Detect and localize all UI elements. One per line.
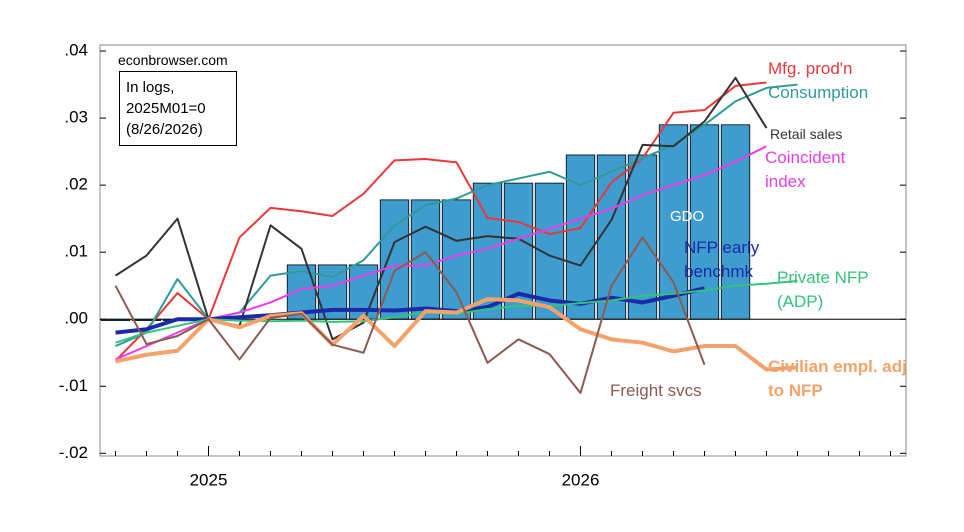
y-tick-label: .03 (64, 108, 88, 127)
series-label: Private NFP (ADP) (777, 268, 869, 311)
x-tick-label: 2026 (562, 470, 600, 489)
bar (658, 124, 689, 320)
bar (689, 124, 720, 320)
line (114, 81, 767, 362)
series-label: GDO (670, 208, 705, 225)
note-line: 2025M01=0 (126, 100, 206, 117)
series-label: NFP early benchmk (684, 238, 760, 281)
x-tick-label: 2025 (190, 470, 228, 489)
bar (565, 154, 596, 320)
series-label: Coincident index (765, 148, 846, 191)
series-label: Freight svcs (610, 381, 702, 400)
bar (720, 124, 751, 320)
note-line: (8/26/2026) (126, 121, 203, 138)
y-tick-label: .00 (64, 309, 88, 328)
line (114, 236, 706, 394)
series-label: Retail sales (770, 126, 843, 142)
series-label: Mfg. prod'n (768, 59, 853, 78)
series-label: Civilian empl. adj to NFP (768, 357, 907, 400)
line (115, 297, 798, 372)
plot-frame (99, 44, 907, 457)
note-line: In logs, (126, 79, 175, 96)
source: econbrowser.com (118, 52, 228, 68)
y-tick-label: .04 (64, 41, 88, 60)
y-tick-label: -.02 (59, 443, 88, 462)
y-tick-label: .01 (64, 242, 88, 261)
line (115, 145, 767, 361)
y-tick-label: -.01 (59, 376, 88, 395)
note-box: In logs, 2025M01=0 (8/26/2026) (119, 71, 237, 146)
y-tick-label: .02 (64, 175, 88, 194)
bar (596, 154, 627, 320)
bar (410, 199, 441, 320)
series-label: Consumption (768, 83, 869, 102)
